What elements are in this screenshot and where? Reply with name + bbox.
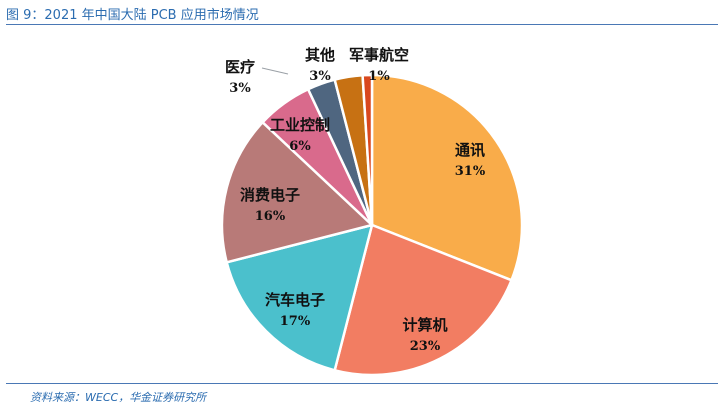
slice-label-6: 医疗 3% xyxy=(225,58,289,96)
slice-percent: 16% xyxy=(255,209,286,224)
slice-name: 消费电子 xyxy=(240,186,300,204)
slice-label-3: 汽车电子 17% xyxy=(265,291,325,329)
slice-label-1: 通讯 31% xyxy=(455,141,486,179)
slice-name: 工业控制 xyxy=(270,116,330,134)
slice-percent: 31% xyxy=(455,164,486,179)
slice-percent: 17% xyxy=(280,314,311,329)
source-note: 资料来源：WECC，华金证券研究所 xyxy=(30,391,207,404)
slice-name: 通讯 xyxy=(455,141,485,159)
slice-label-5: 工业控制 6% xyxy=(270,116,330,154)
slice-name: 医疗 xyxy=(225,58,255,76)
slice-name: 计算机 xyxy=(402,316,447,334)
slice-name: 其他 xyxy=(305,46,335,64)
slice-name: 军事航空 xyxy=(349,46,409,64)
slice-percent: 3% xyxy=(309,69,331,84)
slice-percent: 23% xyxy=(410,339,441,354)
slice-percent: 6% xyxy=(289,139,311,154)
slice-percent: 3% xyxy=(229,81,251,96)
top-divider xyxy=(6,24,718,25)
slice-label-7: 其他 3% xyxy=(305,46,335,84)
pie-slice-2 xyxy=(333,223,513,377)
slice-label-4: 消费电子 16% xyxy=(240,186,300,224)
leader-line xyxy=(261,67,289,75)
figure-title: 图 9：2021 年中国大陆 PCB 应用市场情况 xyxy=(6,8,259,23)
slice-percent: 1% xyxy=(368,69,390,84)
pie-slice-1 xyxy=(370,73,524,282)
bottom-divider xyxy=(6,383,718,384)
pie-slice-8 xyxy=(361,73,374,227)
slice-name: 汽车电子 xyxy=(265,291,325,309)
pie-slice-4 xyxy=(220,121,374,264)
pie-slice-3 xyxy=(225,223,374,372)
slice-label-2: 计算机 23% xyxy=(402,316,447,354)
slice-label-8: 军事航空 1% xyxy=(349,46,409,84)
